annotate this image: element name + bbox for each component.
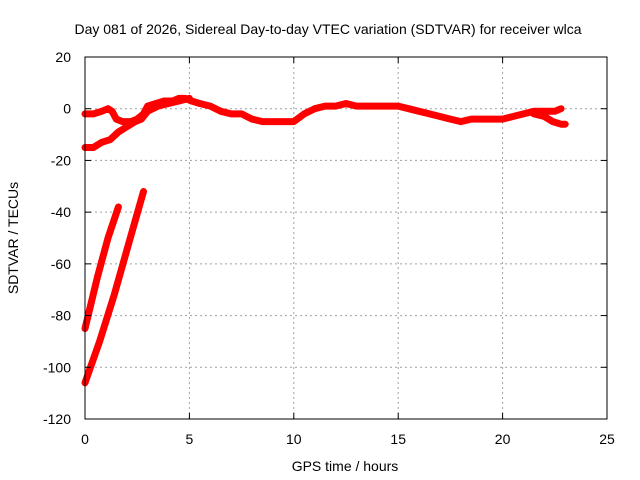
data-series-group bbox=[81, 94, 569, 387]
x-tick-label: 15 bbox=[390, 431, 406, 447]
x-tick-label: 20 bbox=[495, 431, 511, 447]
series-line-steep-1 bbox=[81, 203, 122, 332]
y-axis-label: SDTVAR / TECUs bbox=[5, 182, 21, 294]
y-tick-label: -40 bbox=[51, 204, 71, 220]
x-tick-label: 0 bbox=[81, 431, 89, 447]
y-tick-label: -20 bbox=[51, 152, 71, 168]
x-axis: 0 5 10 15 20 25 bbox=[81, 57, 615, 447]
x-axis-label: GPS time / hours bbox=[292, 458, 399, 474]
series-line-steep-2 bbox=[81, 188, 147, 387]
x-tick-label: 25 bbox=[599, 431, 615, 447]
series-line-branch-a bbox=[81, 94, 193, 151]
x-tick-label: 10 bbox=[286, 431, 302, 447]
y-tick-label: -80 bbox=[51, 308, 71, 324]
chart-title: Day 081 of 2026, Sidereal Day-to-day VTE… bbox=[74, 21, 581, 37]
y-tick-label: 20 bbox=[55, 49, 71, 65]
y-tick-label: -120 bbox=[43, 411, 71, 427]
series-line-branch-b bbox=[530, 110, 569, 128]
y-tick-label: -60 bbox=[51, 256, 71, 272]
y-tick-label: -100 bbox=[43, 359, 71, 375]
y-axis: -120 -100 -80 -60 -40 -20 0 20 bbox=[43, 49, 607, 427]
x-tick-label: 5 bbox=[186, 431, 194, 447]
y-tick-label: 0 bbox=[63, 101, 71, 117]
plot-frame bbox=[84, 56, 608, 420]
